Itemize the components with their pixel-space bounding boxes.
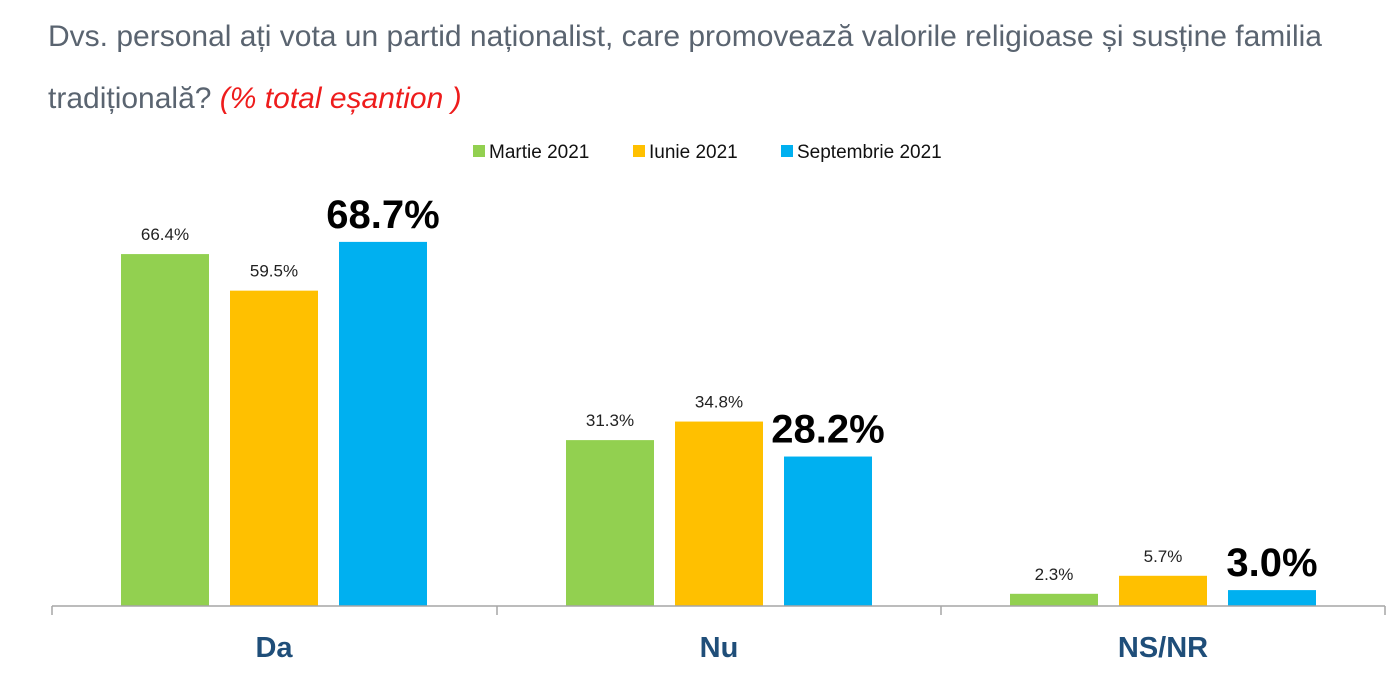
category-label: Da — [255, 632, 293, 664]
bar-iunie-2021-nu — [675, 421, 763, 606]
legend-swatch — [473, 145, 485, 157]
data-label: 28.2% — [771, 408, 884, 452]
bar-septembrie-2021-da — [339, 241, 427, 606]
category-label: Nu — [700, 632, 739, 664]
category-label: NS/NR — [1118, 632, 1208, 664]
bar-iunie-2021-da — [230, 290, 318, 606]
bar-iunie-2021-nsnr — [1119, 575, 1207, 606]
data-label: 31.3% — [586, 411, 634, 430]
chart-title: Dvs. personal ați vota un partid naționa… — [48, 6, 1378, 130]
data-label: 59.5% — [250, 262, 298, 281]
data-label: 3.0% — [1226, 541, 1317, 585]
bar-martie-2021-nsnr — [1010, 593, 1098, 606]
data-label: 2.3% — [1035, 565, 1074, 584]
legend-label: Iunie 2021 — [649, 142, 738, 163]
data-label: 5.7% — [1144, 547, 1183, 566]
chart-subtitle: (% total eșantion ) — [219, 82, 462, 115]
data-label: 66.4% — [141, 225, 189, 244]
data-label: 34.8% — [695, 393, 743, 412]
legend-swatch — [633, 145, 645, 157]
bar-martie-2021-nu — [566, 440, 654, 606]
bar-septembrie-2021-nu — [784, 456, 872, 606]
legend-label: Martie 2021 — [489, 142, 589, 163]
bar-septembrie-2021-nsnr — [1228, 590, 1316, 606]
legend-swatch — [781, 145, 793, 157]
legend-label: Septembrie 2021 — [797, 142, 942, 163]
chart-question: Dvs. personal ați vota un partid naționa… — [48, 20, 1322, 115]
data-label: 68.7% — [326, 193, 439, 237]
bar-martie-2021-da — [121, 254, 209, 606]
